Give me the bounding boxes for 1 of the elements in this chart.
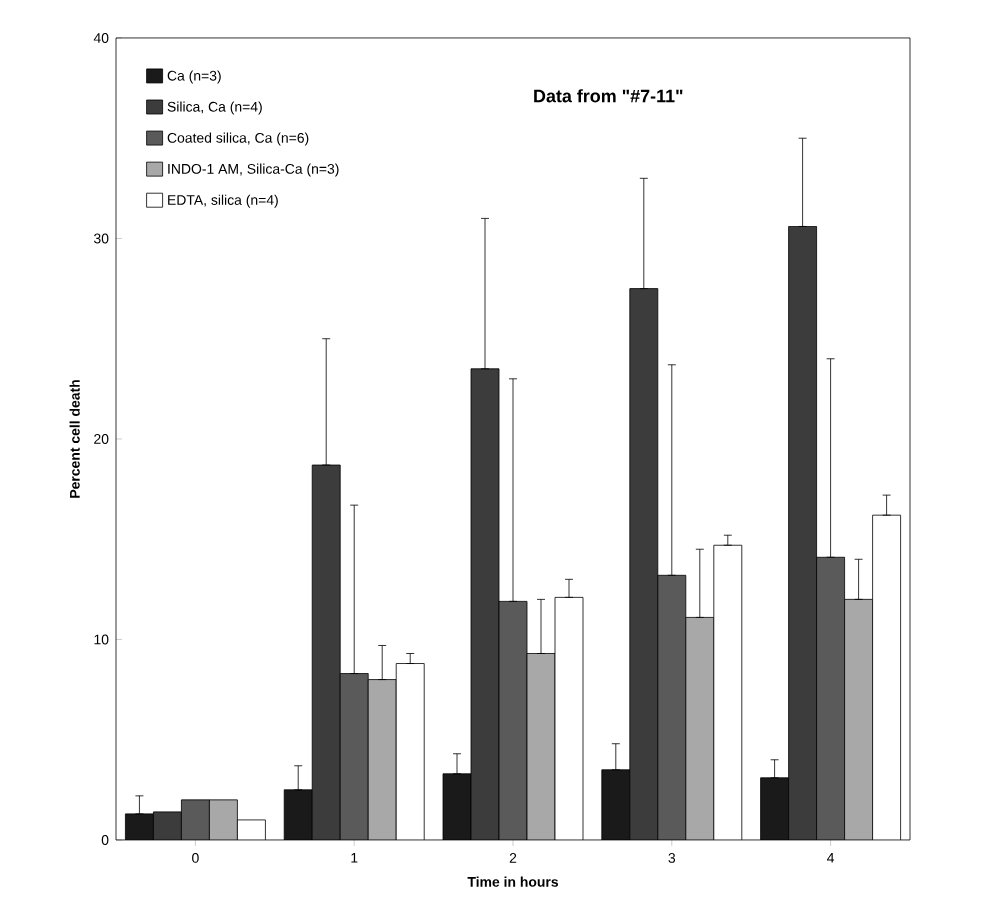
text: Data from "#7-11" <box>534 89 683 103</box>
